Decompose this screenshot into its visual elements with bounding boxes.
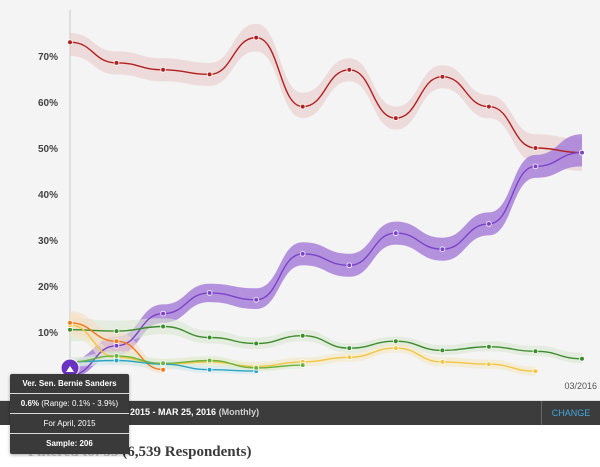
trend-chart[interactable]: 10% 20% 30% 40% 50% 60% 70% 03/2016 <box>0 0 600 400</box>
data-point[interactable] <box>392 115 399 121</box>
series-line[interactable] <box>69 325 583 360</box>
tooltip-value: 0.6% <box>20 399 40 408</box>
data-point[interactable] <box>392 338 399 345</box>
data-point[interactable] <box>532 163 539 170</box>
data-point[interactable] <box>486 343 492 350</box>
data-point[interactable] <box>486 103 492 110</box>
data-point[interactable] <box>299 103 306 110</box>
series-line[interactable] <box>69 151 583 376</box>
hover-marker-arrow-icon <box>66 366 74 372</box>
data-point[interactable] <box>67 319 73 326</box>
x-axis-end-label: 03/2016 <box>564 381 597 391</box>
data-point[interactable] <box>579 149 585 156</box>
date-range-frequency: (Monthly) <box>218 407 260 417</box>
change-button[interactable]: CHANGE <box>541 401 600 425</box>
tooltip-range: (Range: 0.1% - 3.9%) <box>41 399 119 408</box>
data-point[interactable] <box>160 360 166 367</box>
data-point[interactable] <box>67 39 73 45</box>
data-point[interactable] <box>299 251 306 257</box>
tooltip-sample: Sample: 206 <box>46 439 93 448</box>
data-point[interactable] <box>253 34 260 41</box>
data-point[interactable] <box>486 221 492 227</box>
data-point[interactable] <box>206 334 213 341</box>
data-point[interactable] <box>113 60 120 66</box>
data-point[interactable] <box>113 338 120 345</box>
data-point[interactable] <box>206 290 213 296</box>
data-point[interactable] <box>439 347 446 354</box>
data-point[interactable] <box>346 262 353 269</box>
data-point[interactable] <box>113 328 120 334</box>
data-point[interactable] <box>253 365 260 371</box>
data-point[interactable] <box>579 355 585 362</box>
data-point[interactable] <box>113 342 120 349</box>
confidence-band <box>70 23 582 171</box>
tooltip-value-row: 0.6% (Range: 0.1% - 3.9%) <box>10 394 129 414</box>
respondents-count: (6,539 Respondents) <box>122 444 252 460</box>
y-tick-label: 10% <box>38 328 58 339</box>
confidence-band <box>70 318 582 364</box>
data-point[interactable] <box>346 345 353 351</box>
data-point[interactable] <box>67 326 73 333</box>
data-point[interactable] <box>532 368 539 374</box>
series-tooltip: Ver. Sen. Bernie Sanders 0.6% (Range: 0.… <box>10 374 129 454</box>
y-tick-label: 60% <box>38 98 58 109</box>
data-point[interactable] <box>439 73 446 80</box>
data-point[interactable] <box>160 310 166 317</box>
data-point[interactable] <box>532 348 539 355</box>
date-range-text: 2015 - MAR 25, 2016 (Monthly) <box>130 407 259 417</box>
data-point[interactable] <box>299 362 306 368</box>
data-point[interactable] <box>299 332 306 339</box>
data-point[interactable] <box>439 246 446 253</box>
data-point[interactable] <box>206 366 213 373</box>
data-point[interactable] <box>486 361 492 368</box>
series-line[interactable] <box>69 355 303 369</box>
data-point[interactable] <box>439 359 446 365</box>
confidence-band <box>70 134 582 378</box>
data-point[interactable] <box>253 340 260 347</box>
data-point[interactable] <box>113 357 120 364</box>
y-tick-label: 40% <box>38 190 58 201</box>
data-point[interactable] <box>206 71 213 78</box>
data-point[interactable] <box>206 357 213 364</box>
data-point[interactable] <box>160 67 166 73</box>
date-range-value: 2015 - MAR 25, 2016 <box>130 407 217 417</box>
data-point[interactable] <box>160 366 166 373</box>
data-point[interactable] <box>253 296 260 303</box>
data-point[interactable] <box>346 354 353 361</box>
data-point[interactable] <box>346 67 353 73</box>
y-tick-label: 30% <box>38 236 58 247</box>
tooltip-period: For April, 2015 <box>10 414 129 434</box>
y-tick-label: 70% <box>38 52 58 63</box>
tooltip-series-name: Ver. Sen. Bernie Sanders <box>10 374 129 394</box>
data-point[interactable] <box>160 323 166 330</box>
data-point[interactable] <box>392 230 399 236</box>
data-point[interactable] <box>392 345 399 351</box>
data-point[interactable] <box>532 145 539 151</box>
data-point[interactable] <box>113 353 120 359</box>
chart-panel: 10% 20% 30% 40% 50% 60% 70% 03/2016 <box>0 0 600 401</box>
y-tick-label: 50% <box>38 144 58 155</box>
y-tick-label: 20% <box>38 282 58 293</box>
